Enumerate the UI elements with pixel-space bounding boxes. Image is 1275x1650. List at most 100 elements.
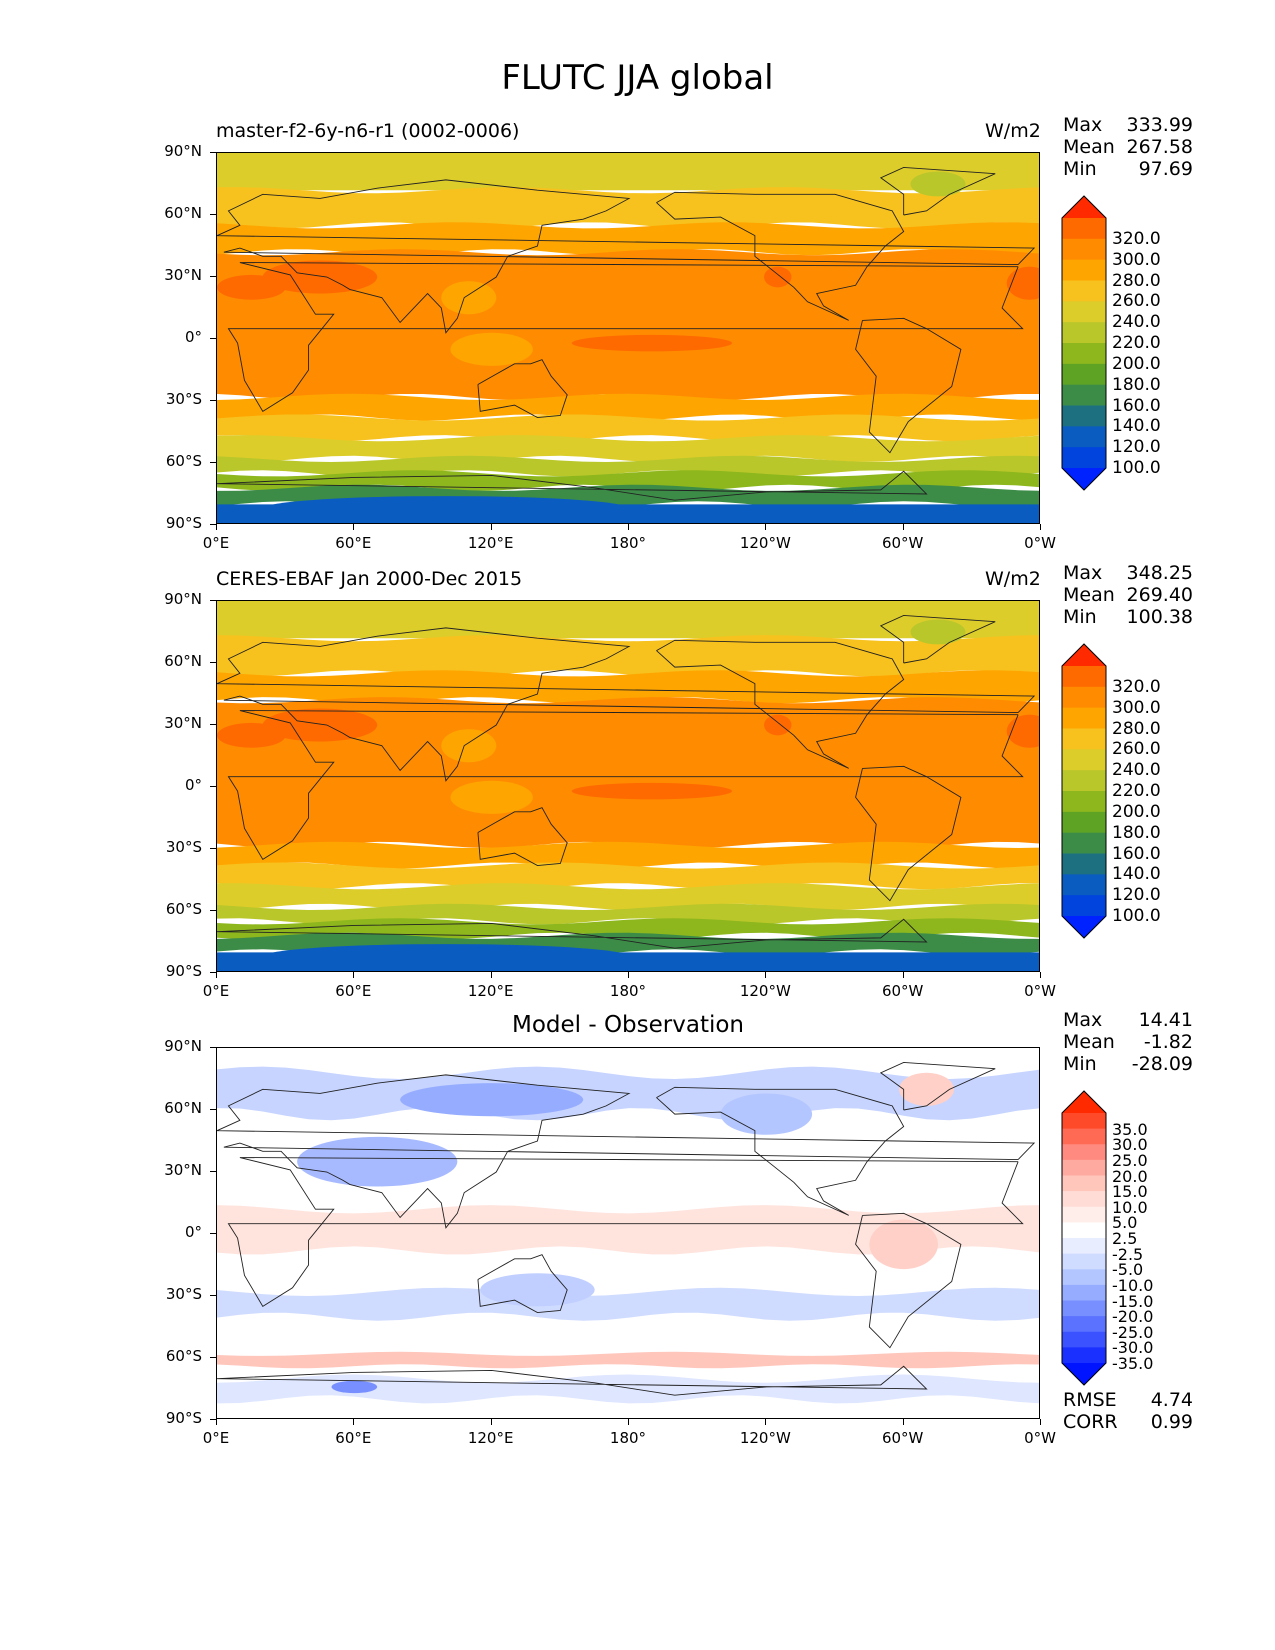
negative-band	[217, 1287, 1039, 1321]
coastline	[217, 627, 1036, 782]
stat-row: Min 97.69	[1063, 158, 1193, 180]
colorbar-tick-label: 10.0	[1112, 1197, 1148, 1217]
colorbar-tick-label: -2.5	[1112, 1244, 1144, 1264]
temperature-band	[217, 883, 1039, 910]
latitude-tick-mark	[210, 400, 216, 401]
latitude-tick-label: 30°S	[165, 1285, 202, 1303]
longitude-tick-mark	[1040, 524, 1041, 530]
latitude-tick-mark	[210, 276, 216, 277]
cool-patch	[450, 332, 533, 366]
coastline	[477, 1254, 568, 1313]
latitude-tick-label: 90°S	[165, 1409, 202, 1427]
stat-label: Mean	[1063, 136, 1115, 158]
coastline	[227, 710, 1024, 860]
colorbar-tick-label: -25.0	[1112, 1322, 1154, 1342]
temperature-band	[217, 187, 1039, 229]
colorbar-segment	[1062, 1347, 1106, 1364]
warm-anomaly-patch	[571, 334, 732, 352]
colorbar-tick-label: 160.0	[1112, 395, 1161, 416]
stat-label: Min	[1063, 1053, 1097, 1075]
colorbar-tick-label: 140.0	[1112, 864, 1161, 885]
latitude-tick-mark	[210, 152, 216, 153]
longitude-tick-mark	[628, 1419, 629, 1425]
warm-anomaly-patch	[571, 782, 732, 800]
cool-patch	[441, 281, 497, 315]
colorbar-segment	[1062, 384, 1106, 407]
colorbar-segment	[1062, 301, 1106, 323]
longitude-tick-mark	[765, 1419, 767, 1425]
panel-title: master-f2-6y-n6-r1 (0002-0006)	[216, 120, 520, 142]
greenland-cool-patch	[910, 171, 966, 197]
temperature-band	[217, 670, 1039, 704]
longitude-tick-mark	[902, 972, 904, 978]
colorbar-tick-label: 100.0	[1112, 906, 1161, 926]
latitude-tick-label: 30°N	[164, 714, 202, 732]
latitude-tick-mark	[210, 1109, 216, 1110]
stats-block: Max 14.41 Mean -1.82 Min -28.09	[1063, 1009, 1193, 1075]
stat-row: Max 14.41	[1063, 1009, 1193, 1031]
coastline	[477, 807, 568, 866]
temperature-band	[217, 435, 1039, 462]
colorbar-segment	[1062, 363, 1106, 386]
stat-label: Min	[1063, 158, 1097, 180]
latitude-tick-label: 60°S	[165, 900, 202, 918]
colorbar-outline	[1061, 195, 1107, 491]
latitude-tick-mark	[210, 1295, 216, 1296]
colorbar-outline	[1061, 643, 1107, 939]
colorbar-segment	[1062, 1316, 1106, 1333]
longitude-tick-label: 60°E	[335, 982, 372, 1000]
longitude-tick-label: 0°E	[202, 534, 230, 552]
negative-anomaly-patch	[297, 1136, 458, 1187]
longitude-tick-mark	[765, 972, 767, 978]
colorbar-tick-label: 25.0	[1112, 1150, 1148, 1170]
longitude-tick-mark	[1040, 1419, 1041, 1425]
latitude-tick-mark	[210, 786, 216, 787]
colorbar-tick-label: 320.0	[1112, 676, 1161, 697]
latitude-tick-label: 30°N	[164, 266, 202, 284]
colorbar-tick-label: 140.0	[1112, 416, 1161, 437]
coastline	[855, 1212, 962, 1349]
colorbar-tick-label: 200.0	[1112, 801, 1161, 822]
colorbar-tick-label: 180.0	[1112, 374, 1161, 395]
colorbar-tick-label: 100.0	[1112, 458, 1161, 478]
latitude-tick-label: 0°	[184, 776, 202, 794]
colorbar-tick-label: -5.0	[1112, 1260, 1144, 1280]
colorbar-segment	[1062, 707, 1106, 730]
latitude-tick-label: 60°N	[164, 652, 202, 670]
coastline	[217, 179, 1036, 334]
longitude-tick-label: 0°E	[202, 1429, 230, 1447]
colorbar-tick-label: 180.0	[1112, 822, 1161, 843]
longitude-tick-label: 180°	[609, 1429, 647, 1447]
stat-value: 348.25	[1126, 562, 1193, 584]
colorbar-segment	[1062, 1128, 1106, 1145]
latitude-tick-mark	[210, 338, 216, 339]
colorbar-segment	[1062, 811, 1106, 834]
stat-value: 100.38	[1126, 606, 1193, 628]
latitude-tick-mark	[210, 1419, 216, 1420]
colorbar	[1061, 1090, 1107, 1386]
colorbar-tick-label: 300.0	[1112, 697, 1161, 718]
stat-row: Mean -1.82	[1063, 1031, 1193, 1053]
longitude-tick-label: 60°E	[335, 1429, 372, 1447]
colorbar-segment	[1062, 1191, 1106, 1208]
stat-label: Min	[1063, 606, 1097, 628]
longitude-tick-label: 180°	[609, 982, 647, 1000]
stat-value: 269.40	[1126, 584, 1193, 606]
stat-row: Min -28.09	[1063, 1053, 1193, 1075]
colorbar	[1061, 195, 1107, 491]
figure-title: FLUTC JJA global	[501, 58, 774, 98]
stat-value: 14.41	[1138, 1009, 1193, 1031]
longitude-tick-label: 120°E	[467, 1429, 514, 1447]
latitude-tick-label: 60°S	[165, 452, 202, 470]
colorbar-tick-label: 30.0	[1112, 1135, 1148, 1155]
latitude-tick-label: 90°N	[164, 1037, 202, 1055]
temperature-band	[217, 153, 1039, 191]
latitude-tick-mark	[210, 848, 216, 849]
map-contour-plot	[217, 1048, 1039, 1418]
stat-row: Mean 269.40	[1063, 584, 1193, 606]
latitude-tick-label: 90°S	[165, 514, 202, 532]
longitude-tick-label: 0°E	[202, 982, 230, 1000]
colorbar-tick-label: 220.0	[1112, 333, 1161, 353]
coastline	[217, 918, 928, 949]
temperature-band	[217, 249, 1039, 400]
